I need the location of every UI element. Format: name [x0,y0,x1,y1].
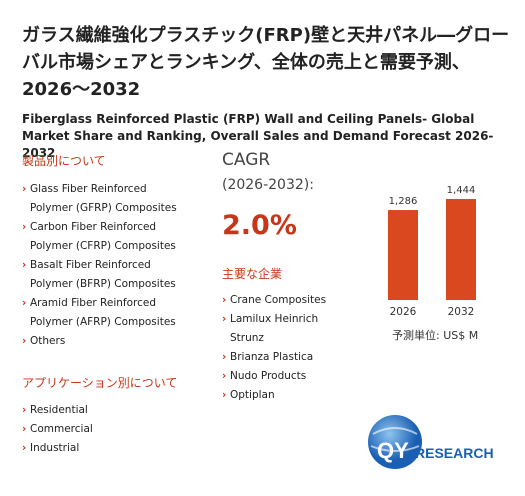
section-heading: 主要な企業 [222,267,283,281]
logo-text: RESEARCH [415,445,494,461]
list-item: Aramid Fiber Reinforced Polymer (AFRP) C… [22,294,182,332]
value-label: 1,286 [389,196,418,207]
list-item: Industrial [22,439,192,458]
bar [446,199,476,300]
list-item: Commercial [22,420,192,439]
value-label: 1,444 [447,185,476,196]
list-item: Glass Fiber Reinforced Polymer (GFRP) Co… [22,180,182,218]
list-item: Brianza Plastica [222,348,332,367]
x-tick-label: 2026 [390,306,417,318]
product-list: Glass Fiber Reinforced Polymer (GFRP) Co… [22,180,182,351]
list-item: Basalt Fiber Reinforced Polymer (BFRP) C… [22,256,182,294]
cagr-value: 2.0% [222,210,297,241]
list-item: Others [22,332,182,351]
section-heading: 製品別について [22,154,106,168]
cagr-period: (2026-2032): [222,177,314,193]
bar [388,210,418,300]
logo-qy: QY [377,438,409,463]
subtitle: Fiberglass Reinforced Plastic (FRP) Wall… [22,112,494,160]
list-item: Optiplan [222,386,332,405]
logo: QY RESEARCH [368,415,494,469]
list-item: Residential [22,401,192,420]
title: ガラス繊維強化プラスチック(FRP)壁と天井パネル―グローバル市場シェアとランキ… [22,25,510,100]
cagr-label: CAGR [222,150,271,170]
logo-globe [368,415,422,469]
company-list: Crane CompositesLamilux Heinrich StrunzB… [222,291,332,405]
application-list: ResidentialCommercialIndustrial [22,401,192,458]
unit-label: 予測単位: US$ M [392,329,479,342]
list-item: Nudo Products [222,367,332,386]
list-item: Lamilux Heinrich Strunz [222,310,332,348]
section-heading: アプリケーション別について [22,376,178,390]
list-item: Carbon Fiber Reinforced Polymer (CFRP) C… [22,218,182,256]
list-item: Crane Composites [222,291,332,310]
x-tick-label: 2032 [448,306,475,318]
chart: 1,286 2026 1,444 2032 [388,185,476,318]
